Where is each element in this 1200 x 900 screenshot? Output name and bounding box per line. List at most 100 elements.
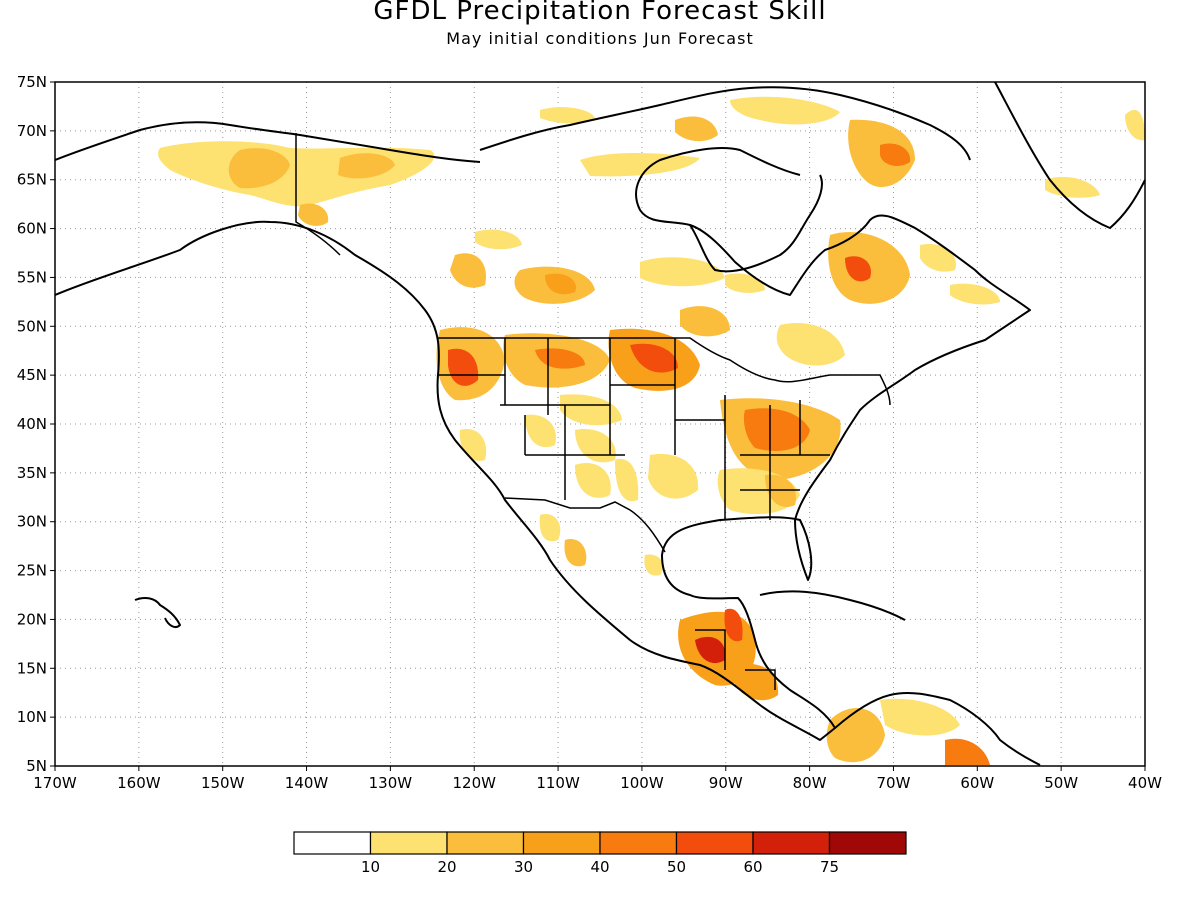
lat-label: 45N: [17, 366, 47, 384]
coastline-hudson-bay: [689, 174, 823, 273]
skill-patch-arctic-3: [675, 116, 718, 142]
skill-patch-baffin-core: [880, 143, 911, 166]
lat-label: 40N: [17, 415, 47, 433]
lon-label: 170W: [33, 774, 77, 792]
coastlines: [54, 81, 1146, 766]
colorbar: [293, 831, 907, 855]
colorbar-swatch: [522, 831, 601, 855]
coastline-greenland: [994, 81, 1146, 229]
colorbar-swatch: [369, 831, 448, 855]
lon-label: 60W: [960, 774, 994, 792]
colorbar-swatch: [293, 831, 372, 855]
skill-patch-texas: [648, 454, 699, 499]
state-lines: [438, 338, 830, 520]
skill-patch-mexico-south: [644, 554, 664, 576]
lat-label: 20N: [17, 610, 47, 628]
colorbar-label: 20: [437, 858, 456, 876]
skill-patch-alberta: [450, 253, 486, 288]
skill-patch-ontario-s: [776, 323, 845, 366]
lon-label: 130W: [369, 774, 413, 792]
lon-label: 150W: [201, 774, 245, 792]
skill-patch-manitoba: [640, 257, 725, 287]
skill-patch-georgia: [765, 474, 796, 507]
coastline-north-america: [54, 147, 1031, 741]
skill-patch-sinaloa: [564, 539, 587, 567]
lat-label: 5N: [26, 757, 47, 775]
skill-patch-arctic-2: [580, 153, 700, 177]
skill-patch-newfoundland: [950, 283, 1000, 305]
coastline-cuba: [759, 590, 906, 621]
skill-patches: [158, 96, 1145, 765]
colorbar-label: 30: [514, 858, 533, 876]
skill-patch-guyana: [945, 738, 990, 765]
coastline-alaska-west: [54, 121, 481, 163]
skill-patch-greenland: [1045, 176, 1100, 198]
lon-label: 70W: [877, 774, 911, 792]
lat-label: 25N: [17, 562, 47, 580]
skill-patch-yukon: [338, 153, 395, 179]
skill-patch-yucatan: [724, 608, 743, 642]
lon-label: 100W: [620, 774, 664, 792]
skill-patch-oregon-core: [448, 348, 479, 386]
coastline-arctic-islands: [479, 86, 971, 161]
skill-patch-arctic-4: [730, 96, 840, 125]
colorbar-swatch: [446, 831, 525, 855]
skill-patch-nw-territories: [475, 229, 522, 250]
skill-patch-labrador: [920, 244, 956, 272]
skill-patch-utah: [525, 414, 556, 448]
colorbar-swatch: [752, 831, 831, 855]
skill-patch-colorado: [575, 429, 616, 463]
skill-patch-baja: [539, 514, 561, 542]
skill-patch-guatemala-core: [695, 636, 726, 664]
lon-label: 120W: [452, 774, 496, 792]
border-central-america: [695, 629, 776, 690]
lon-label: 160W: [117, 774, 161, 792]
skill-patch-arctic-1: [540, 107, 595, 124]
lat-label: 35N: [17, 464, 47, 482]
skill-patch-venezuela: [880, 698, 960, 736]
coastline-hawaii: [134, 596, 181, 628]
lat-label: 10N: [17, 708, 47, 726]
colorbar-label: 40: [590, 858, 609, 876]
lat-label: 60N: [17, 220, 47, 238]
skill-patch-greenland-east: [1125, 109, 1145, 141]
skill-patch-bc-north: [298, 203, 329, 226]
lon-label: 40W: [1128, 774, 1162, 792]
border-us-canada: [438, 337, 891, 406]
skill-patch-quebec-core: [845, 256, 871, 282]
skill-patch-sask-core: [545, 273, 576, 295]
skill-patch-lake-sup: [680, 306, 730, 337]
colorbar-swatch: [599, 831, 678, 855]
lat-label: 65N: [17, 171, 47, 189]
lon-label: 140W: [285, 774, 329, 792]
skill-patch-ontario-n: [725, 273, 765, 293]
latitude-axis: 5N 10N 15N 20N 25N 30N 35N 40N 45N 50N 55N 60N 65N 70…: [17, 73, 55, 775]
gridlines: [55, 82, 1145, 766]
skill-patch-dakotas-core: [630, 343, 678, 373]
skill-patch-arizona: [575, 463, 611, 498]
lon-label: 50W: [1044, 774, 1078, 792]
colorbar-labels: 10 20 30 40 50 60 75: [361, 858, 839, 876]
lon-label: 80W: [793, 774, 827, 792]
lon-label: 90W: [709, 774, 743, 792]
colorbar-label: 50: [667, 858, 686, 876]
lat-label: 15N: [17, 659, 47, 677]
skill-patch-alaska-core: [228, 148, 290, 189]
lat-label: 55N: [17, 268, 47, 286]
lat-label: 50N: [17, 317, 47, 335]
colorbar-label: 60: [743, 858, 762, 876]
lat-label: 70N: [17, 122, 47, 140]
lat-label: 30N: [17, 513, 47, 531]
colorbar-swatch: [828, 831, 907, 855]
longitude-axis: 170W 160W 150W 140W 130W 120W 110W 100W 90W 80W 70…: [33, 766, 1162, 792]
skill-patch-nebraska: [560, 394, 622, 426]
colorbar-label: 10: [361, 858, 380, 876]
lon-label: 110W: [536, 774, 580, 792]
skill-patch-ohio-valley: [743, 408, 810, 451]
colorbar-swatch: [675, 831, 754, 855]
political-boundaries: [295, 133, 891, 690]
map-subtitle: May initial conditions Jun Forecast: [446, 29, 754, 48]
colorbar-label: 75: [820, 858, 839, 876]
border-alaska-canada: [295, 133, 341, 256]
